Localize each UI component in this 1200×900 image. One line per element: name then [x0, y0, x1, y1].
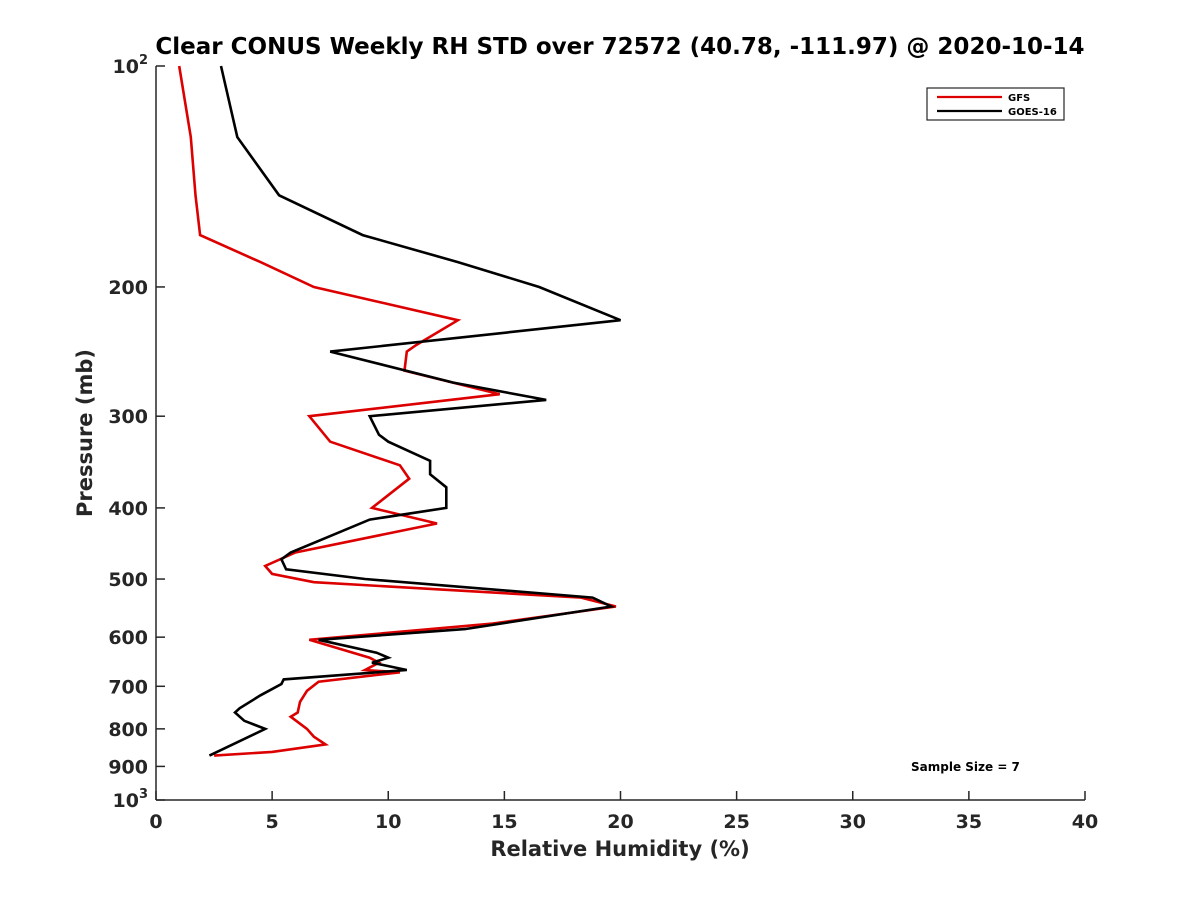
y-tick-label-base: 10: [113, 56, 139, 78]
x-tick-label: 15: [491, 811, 517, 833]
x-tick-label: 10: [375, 811, 401, 833]
series-layer: [177, 65, 621, 757]
legend-box: [926, 87, 1065, 121]
y-tick-label: 103: [113, 787, 149, 812]
y-tick-label: 800: [108, 719, 148, 741]
y-tick-label: 400: [108, 498, 148, 520]
plot-area: [156, 66, 1085, 800]
x-tick-label: 30: [840, 811, 866, 833]
y-tick-label: 600: [108, 627, 148, 649]
x-tick-label: 40: [1072, 811, 1098, 833]
x-axis-ticks: 0 5 10 15 20 25 30 35 40: [149, 791, 1098, 833]
chart-title: Clear CONUS Weekly RH STD over 72572 (40…: [155, 34, 1084, 60]
y-tick-label-exponent: 2: [139, 53, 148, 68]
y-tick-label: 700: [108, 676, 148, 698]
legend: GFS GOES-16: [926, 87, 1065, 121]
y-tick-label-base: 10: [113, 790, 139, 812]
y-tick-label: 300: [108, 406, 148, 428]
y-tick-label: 102: [113, 53, 149, 78]
series-line-goes16: [208, 65, 621, 757]
series-line-gfs: [177, 65, 617, 757]
x-tick-label: 35: [956, 811, 982, 833]
y-axis-label: Pressure (mb): [73, 349, 97, 517]
x-tick-label: 20: [607, 811, 633, 833]
y-tick-label-exponent: 3: [139, 787, 148, 802]
y-tick-label: 200: [108, 277, 148, 299]
legend-label-gfs: GFS: [1008, 93, 1030, 104]
x-axis-label: Relative Humidity (%): [490, 837, 749, 861]
x-tick-label: 0: [149, 811, 162, 833]
y-tick-label: 900: [108, 756, 148, 778]
sample-size-annotation: Sample Size = 7: [911, 760, 1020, 774]
x-tick-label: 5: [266, 811, 279, 833]
x-tick-label: 25: [723, 811, 749, 833]
y-tick-label: 500: [108, 569, 148, 591]
legend-label-goes16: GOES-16: [1008, 107, 1057, 118]
